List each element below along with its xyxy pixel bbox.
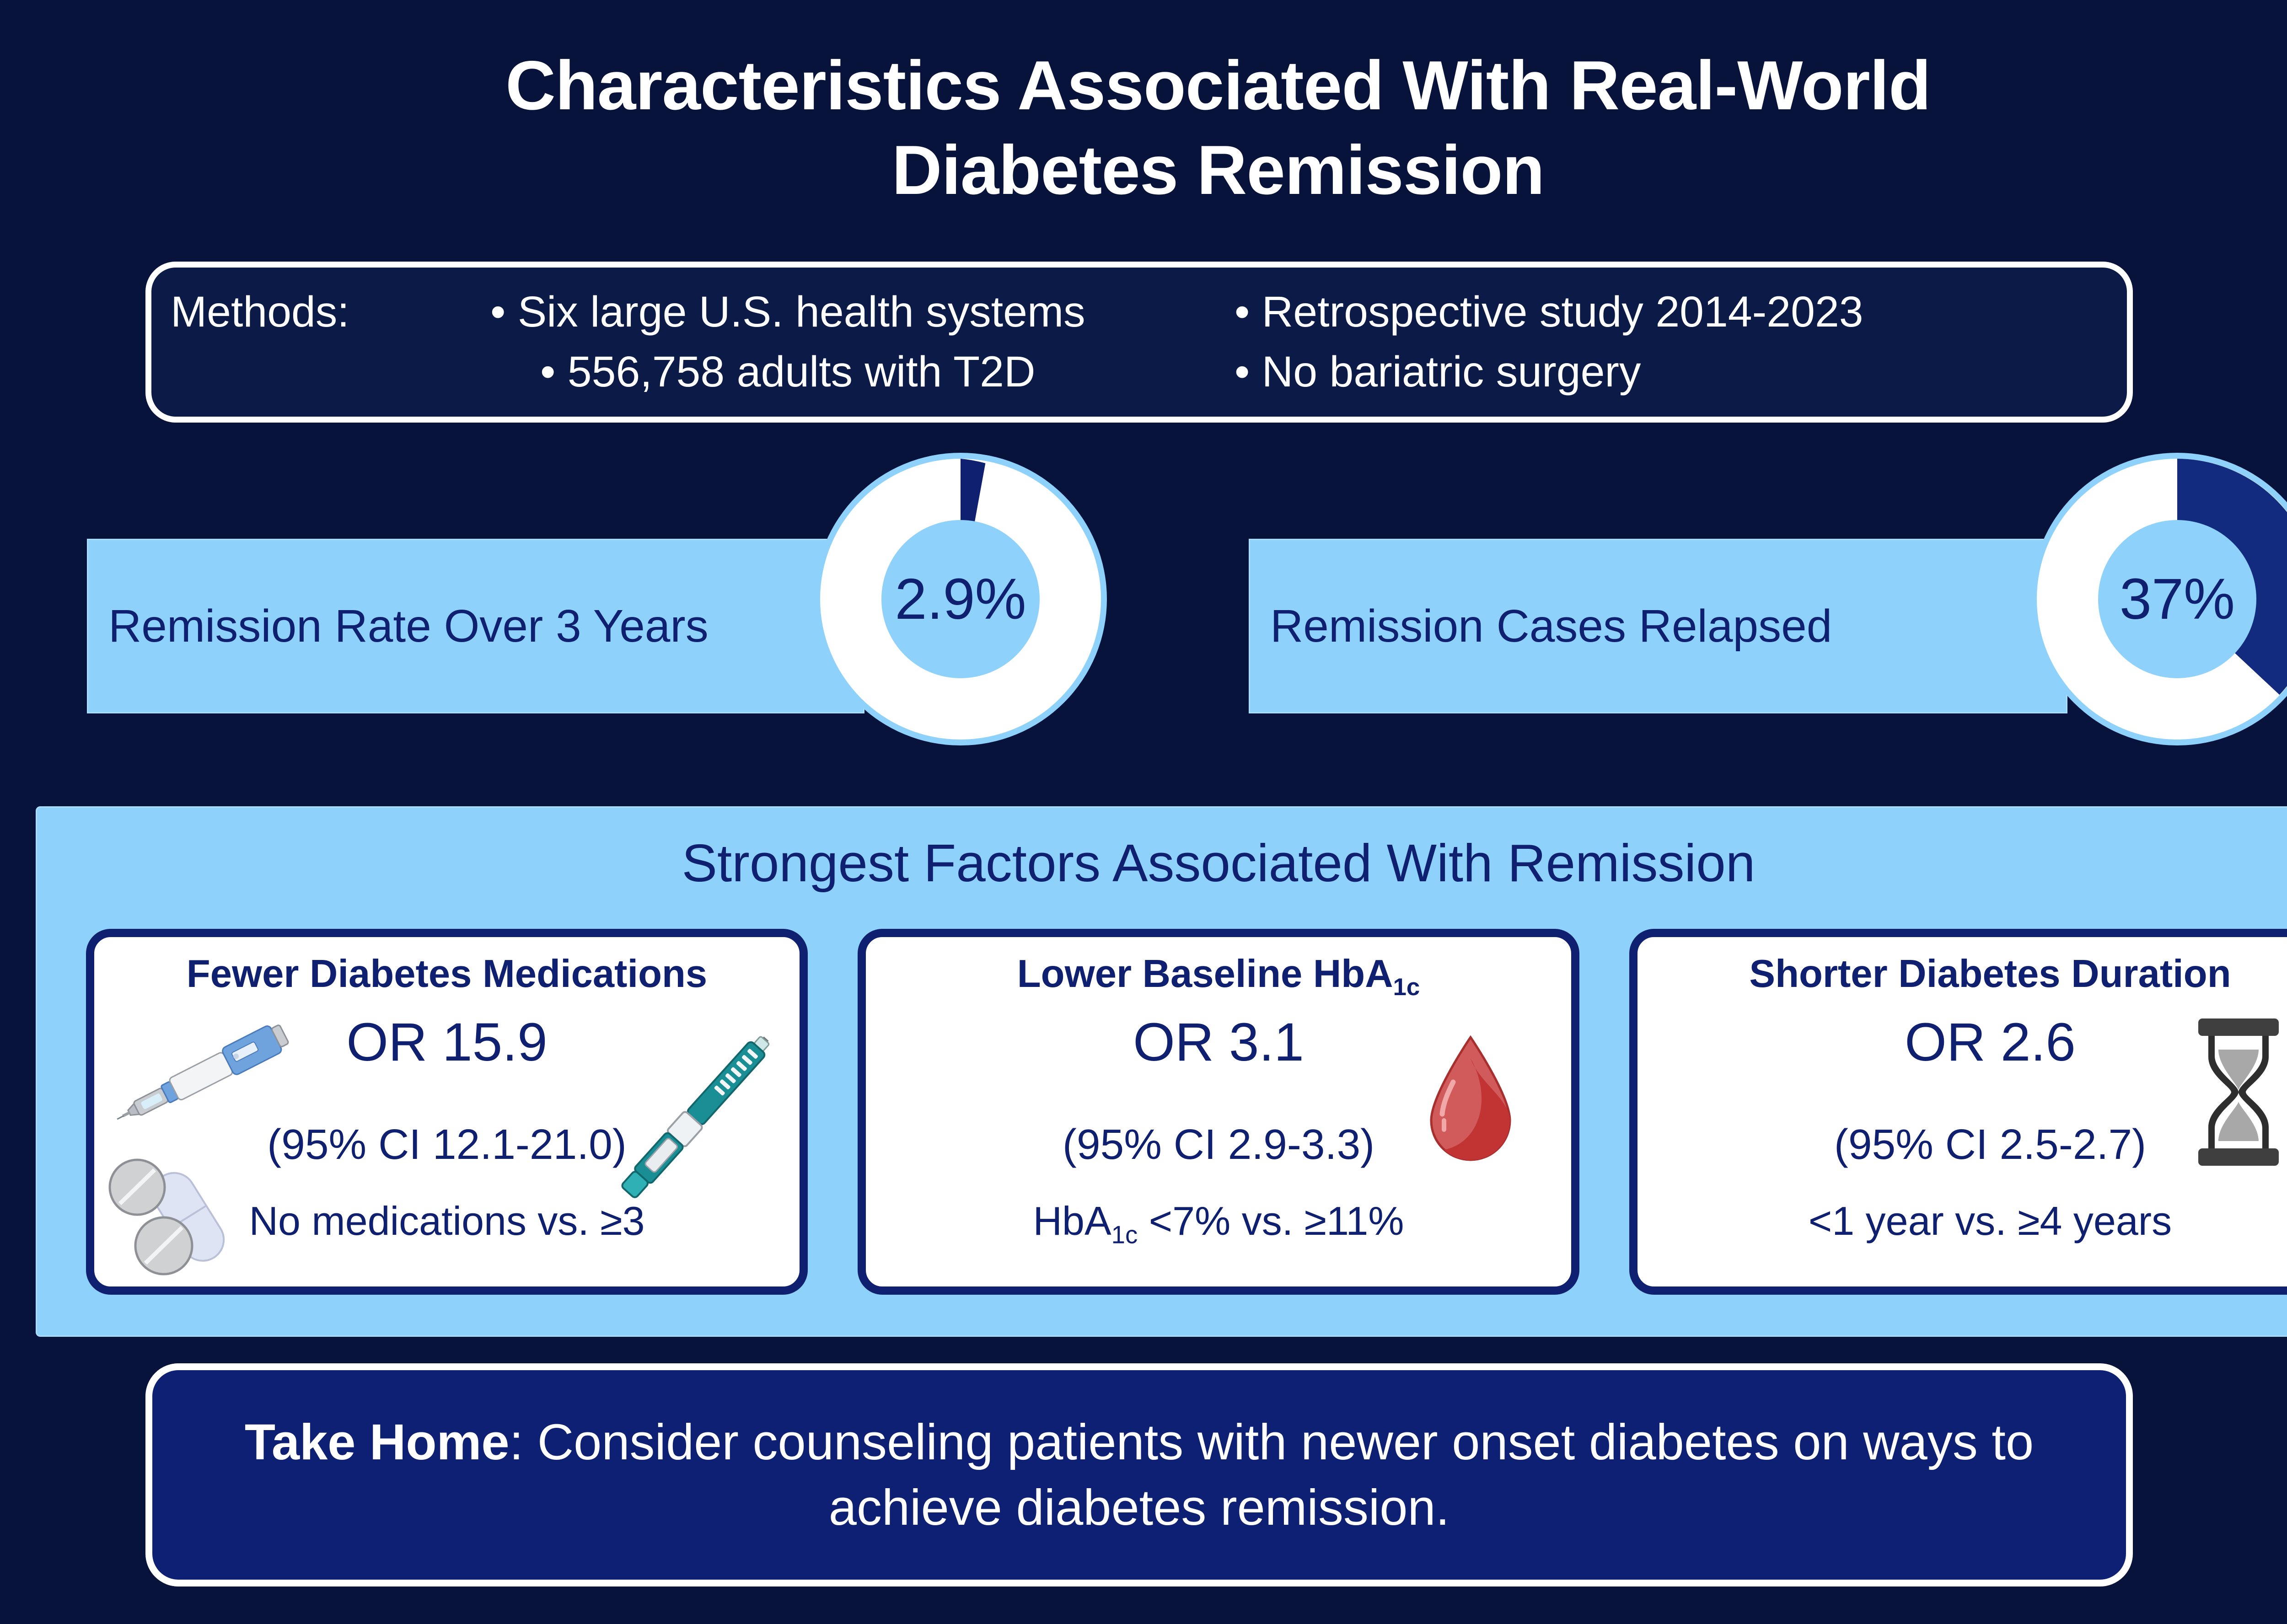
card-ci-hba1c: (95% CI 2.9-3.3) [1062,1120,1375,1168]
donut-relapse-rate: 37% [2031,453,2287,745]
methods-right-column: • Retrospective study 2014-2023 • No bar… [1223,282,2108,402]
factor-card-medications[interactable]: Fewer Diabetes Medications OR 15.9 (95% … [86,929,808,1295]
card-or-hba1c: OR 3.1 [1133,1012,1304,1072]
card-title-hba1c-subscript: 1c [1393,974,1420,1001]
stat-bar-remission-rate: Remission Rate Over 3 Years [87,539,864,713]
methods-bullet-left-1: • Six large U.S. health systems [490,287,1085,336]
card-ci-medications: (95% CI 12.1-21.0) [267,1120,627,1168]
donut-value-relapse-rate: 37% [2119,567,2235,631]
methods-label: Methods: [171,287,349,336]
stat-label-relapse-rate: Remission Cases Relapsed [1270,600,1832,652]
methods-bullet-left-2: • 556,758 adults with T2D [540,348,1036,396]
card-title-duration: Shorter Diabetes Duration [1749,952,2231,996]
methods-bullet-right-1: • Retrospective study 2014-2023 [1235,287,1863,336]
take-home-text: Take Home: Consider counseling patients … [152,1410,2126,1540]
methods-left-column: Methods: • Six large U.S. health systems… [171,282,1223,402]
methods-box: Methods: • Six large U.S. health systems… [145,262,2133,423]
hourglass-icon [2198,1018,2279,1166]
card-comparison-hba1c: HbA1c <7% vs. ≥11% [866,1198,1571,1249]
take-home-label: Take Home [244,1414,510,1470]
card-comparison-hba1c-suffix: <7% vs. ≥11% [1138,1198,1404,1243]
card-or-medications: OR 15.9 [346,1012,548,1072]
pills-icon [108,1158,225,1276]
card-comparison-duration: <1 year vs. ≥4 years [1808,1198,2172,1243]
stat-label-remission-rate: Remission Rate Over 3 Years [108,600,709,652]
factor-card-duration[interactable]: Shorter Diabetes Duration OR 2.6 (95% CI… [1629,929,2287,1295]
factors-panel: Strongest Factors Associated With Remiss… [36,806,2287,1337]
page-title-line2: Diabetes Remission [891,131,1545,209]
card-or-duration: OR 2.6 [1905,1012,2076,1072]
insulin-pen-blue-icon [117,1024,289,1120]
take-home-body: : Consider counseling patients with newe… [509,1414,2034,1536]
donut-center-remission-rate: 2.9% [881,520,1040,678]
card-title-medications: Fewer Diabetes Medications [186,952,708,996]
page-title-line1: Characteristics Associated With Real-Wor… [505,47,1931,124]
blood-drop-icon [1430,1035,1511,1161]
stat-bar-relapse-rate: Remission Cases Relapsed [1249,539,2067,713]
page-title: Characteristics Associated With Real-Wor… [0,43,2287,213]
card-comparison-hba1c-subscript: 1c [1111,1221,1138,1249]
card-comparison-hba1c-prefix: HbA [1033,1198,1111,1243]
factors-heading: Strongest Factors Associated With Remiss… [682,833,1756,893]
donut-remission-rate: 2.9% [814,453,1107,745]
donut-value-remission-rate: 2.9% [895,567,1026,631]
card-title-hba1c-text: Lower Baseline HbA [1017,952,1393,996]
card-title-hba1c: Lower Baseline HbA1c [866,952,1571,1001]
card-ci-duration: (95% CI 2.5-2.7) [1834,1120,2147,1168]
take-home-box: Take Home: Consider counseling patients … [145,1363,2133,1586]
donut-center-relapse-rate: 37% [2098,520,2256,678]
methods-bullet-right-2: • No bariatric surgery [1235,348,1641,396]
card-comparison-medications: No medications vs. ≥3 [249,1198,645,1243]
insulin-pen-teal-icon [621,1036,770,1198]
factor-card-hba1c[interactable]: Lower Baseline HbA1c OR 3.1 (95% CI 2.9-… [858,929,1579,1295]
factor-cards-container: Fewer Diabetes Medications OR 15.9 (95% … [37,929,2287,1295]
